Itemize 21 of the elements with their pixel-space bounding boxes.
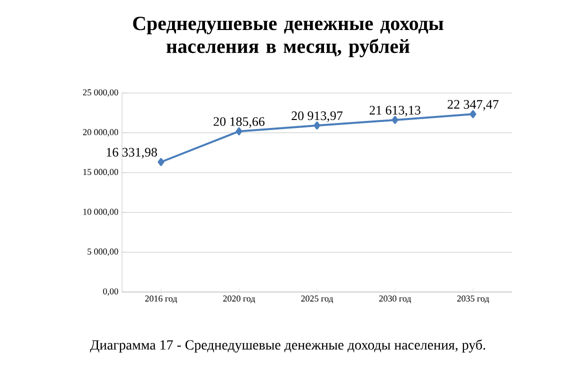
x-tick-label: 2035 год	[457, 296, 490, 304]
y-tick-label: 25 000,00	[83, 89, 118, 97]
x-tick-label: 2016 год	[145, 296, 178, 304]
y-tick-label: 20 000,00	[83, 129, 118, 136]
data-label: 21 613,13	[370, 106, 420, 116]
y-tick-label: 15 000,00	[83, 168, 118, 176]
y-tick-label: 0,00	[103, 288, 118, 296]
point	[158, 158, 164, 166]
data-label: 22 347,47	[448, 100, 499, 111]
x-tick-label: 2030 год	[379, 296, 412, 304]
x-tick-label: 2020 год	[223, 296, 256, 304]
y-tick-label: 10 000,00	[83, 208, 118, 216]
data-label: 20 913,97	[292, 111, 343, 122]
point	[470, 110, 476, 118]
chart-title: Среднедушевые денежные доходы населения в месяц, рублей	[133, 16, 444, 58]
data-label: 16 331,98	[106, 148, 157, 158]
data-label: 20 185,66	[214, 117, 265, 128]
x-tick-label: 2025 год	[301, 296, 334, 304]
y-tick-label: 5 000,00	[88, 248, 118, 256]
text: Диаграмма 17 - Среднедушевые денежные доходы населения, руб.	[90, 340, 486, 353]
point	[314, 122, 320, 130]
